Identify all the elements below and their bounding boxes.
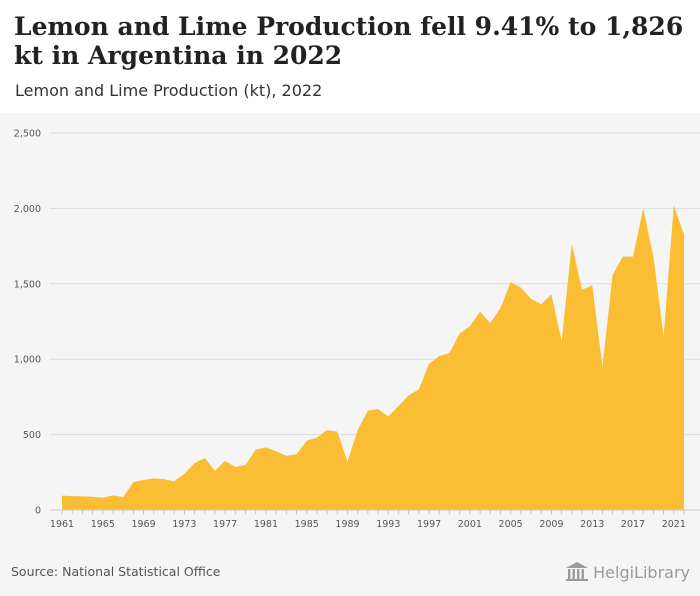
helgilibrary-logo[interactable]: HelgiLibrary bbox=[565, 561, 690, 583]
production-area bbox=[62, 205, 684, 510]
x-axis: 1961 1965 1969 1973 1977 1981 1985 1989 1993 1997… bbox=[50, 509, 700, 530]
y-tick-label: 2,500 bbox=[14, 129, 41, 140]
y-axis: 0 500 1,000 1,500 2,000 2,500 bbox=[14, 129, 41, 517]
chart-header: Lemon and Lime Production fell 9.41% to … bbox=[0, 0, 700, 113]
y-tick-label: 1,500 bbox=[14, 279, 41, 290]
area-chart: 0 500 1,000 1,500 2,000 2,500 1961 1965 1969 197… bbox=[14, 129, 700, 530]
area-series bbox=[62, 205, 684, 510]
brand-name: HelgiLibrary bbox=[593, 562, 690, 582]
x-tick-label: 1969 bbox=[131, 519, 155, 530]
x-tick-label: 1989 bbox=[335, 519, 359, 530]
y-tick-label: 0 bbox=[35, 506, 41, 517]
chart-subtitle: Lemon and Lime Production (kt), 2022 bbox=[15, 81, 323, 100]
y-tick-label: 500 bbox=[23, 430, 41, 441]
x-tick-label: 2013 bbox=[580, 519, 604, 530]
x-tick-label: 1993 bbox=[376, 519, 400, 530]
x-tick-label: 1981 bbox=[254, 519, 278, 530]
x-tick-label: 1985 bbox=[295, 519, 319, 530]
x-tick-label: 1977 bbox=[213, 519, 237, 530]
x-tick-label: 1961 bbox=[50, 519, 74, 530]
x-tick-label: 1965 bbox=[91, 519, 115, 530]
y-tick-label: 1,000 bbox=[14, 355, 41, 366]
footer: Source: National Statistical Office Helg… bbox=[0, 553, 700, 596]
x-tick-label: 2005 bbox=[499, 519, 523, 530]
library-building-icon bbox=[566, 562, 589, 581]
x-tick-label: 2001 bbox=[458, 519, 482, 530]
chart-title: Lemon and Lime Production fell 9.41% to … bbox=[14, 12, 684, 70]
source-note: Source: National Statistical Office bbox=[11, 564, 221, 579]
x-tick-label: 1997 bbox=[417, 519, 441, 530]
x-tick-label: 2021 bbox=[662, 519, 686, 530]
x-tick-label: 2017 bbox=[621, 519, 645, 530]
y-tick-label: 2,000 bbox=[14, 204, 41, 215]
x-tick-label: 1973 bbox=[172, 519, 196, 530]
x-tick-label: 2009 bbox=[539, 519, 563, 530]
